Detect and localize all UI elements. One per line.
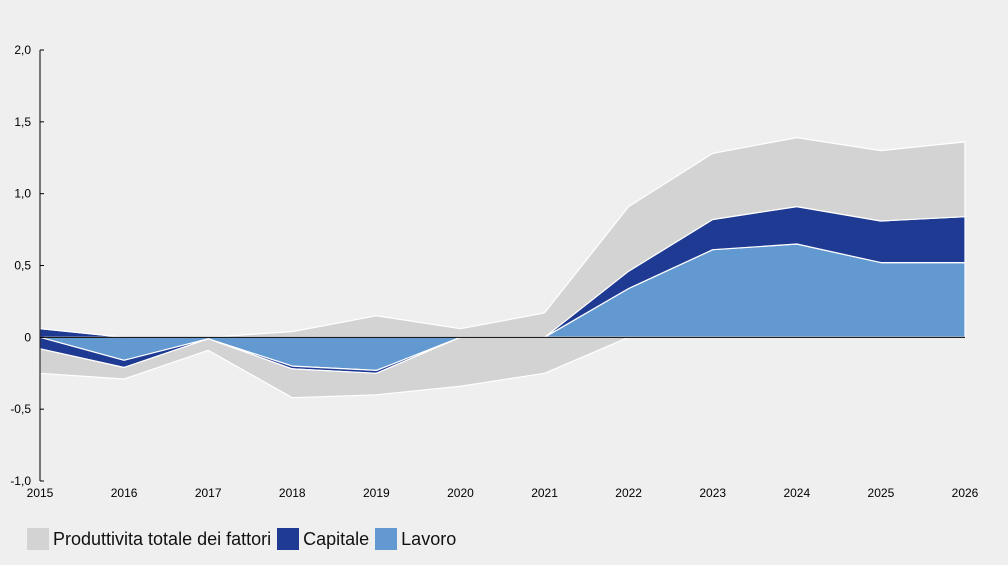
- y-tick-label: -1,0: [10, 474, 31, 488]
- x-tick-label: 2024: [783, 486, 810, 500]
- legend-item-capitale: Capitale: [277, 528, 369, 550]
- y-tick-label: 0,5: [14, 259, 31, 273]
- x-tick-label: 2025: [868, 486, 895, 500]
- legend: Produttivita totale dei fattori Capitale…: [27, 528, 462, 550]
- legend-label-capitale: Capitale: [303, 528, 370, 549]
- y-tick-label: -0,5: [10, 402, 31, 416]
- y-tick-label: 1,0: [14, 187, 31, 201]
- legend-swatch-capitale: [277, 528, 300, 550]
- y-tick-label: 0: [24, 330, 31, 344]
- x-tick-label: 2017: [195, 486, 222, 500]
- x-tick-label: 2026: [952, 486, 979, 500]
- y-tick-label: 1,5: [14, 115, 31, 129]
- legend-label-tfp: Produttivita totale dei fattori: [53, 528, 272, 549]
- x-tick-label: 2023: [699, 486, 726, 500]
- x-tick-label: 2015: [27, 486, 54, 500]
- legend-swatch-tfp: [27, 528, 49, 550]
- x-tick-label: 2018: [279, 486, 306, 500]
- legend-item-tfp: Produttivita totale dei fattori: [27, 528, 271, 550]
- x-tick-label: 2022: [615, 486, 642, 500]
- x-tick-label: 2020: [447, 486, 474, 500]
- legend-item-lavoro: Lavoro: [375, 528, 456, 550]
- legend-swatch-lavoro: [375, 528, 398, 550]
- x-tick-label: 2021: [531, 486, 558, 500]
- x-tick-label: 2016: [111, 486, 138, 500]
- x-tick-label: 2019: [363, 486, 390, 500]
- y-tick-label: 2,0: [14, 43, 31, 57]
- legend-label-lavoro: Lavoro: [401, 528, 457, 549]
